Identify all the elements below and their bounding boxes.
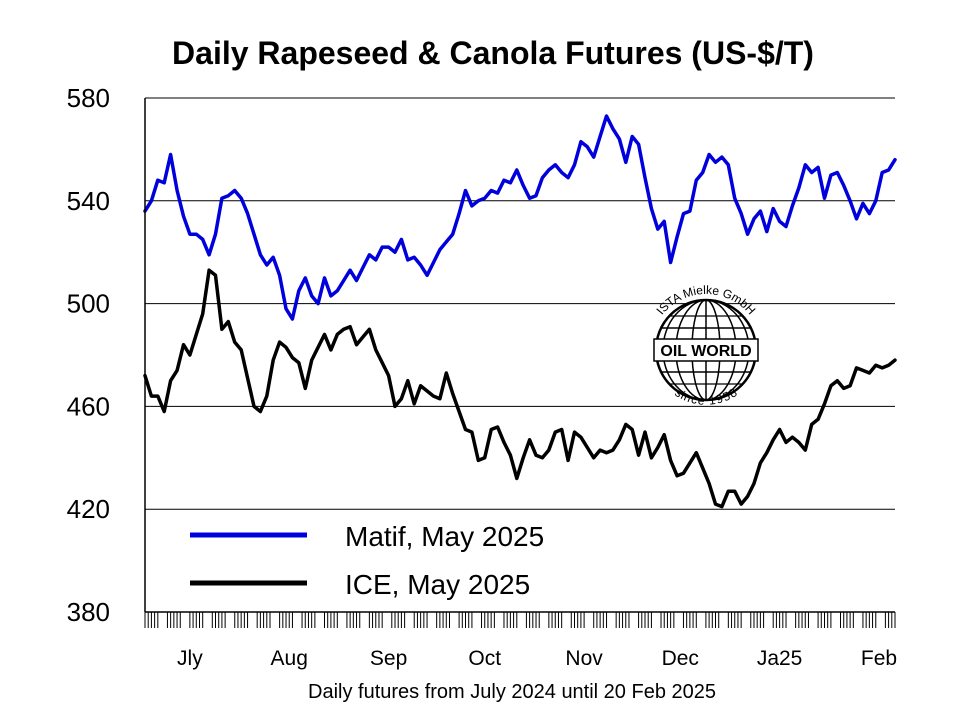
chart-title: Daily Rapeseed & Canola Futures (US-$/T) — [172, 35, 814, 71]
x-axis-tick-labels: Jly Aug Sep Oct Nov Dec Ja25 Feb — [177, 647, 897, 670]
x-tick-label: Jly — [177, 647, 203, 670]
x-tick-label: Feb — [861, 647, 897, 670]
x-axis-label: Daily futures from July 2024 until 20 Fe… — [308, 681, 716, 703]
series-line-0 — [143, 114, 897, 321]
x-tick-label: Ja25 — [757, 647, 803, 670]
x-tick-label: Aug — [271, 647, 308, 670]
legend-label-matif: Matif, May 2025 — [345, 521, 544, 552]
legend: Matif, May 2025 ICE, May 2025 — [190, 521, 544, 600]
logo-bottom-text: since 1958 — [672, 385, 739, 408]
x-tick-label: Oct — [468, 647, 501, 670]
x-tick-label: Dec — [662, 647, 699, 670]
globe-icon — [653, 298, 759, 402]
y-tick-label: 540 — [67, 186, 110, 216]
x-tick-label: Sep — [370, 647, 407, 670]
gridlines — [145, 97, 895, 510]
y-tick-label: 460 — [67, 391, 110, 421]
legend-label-ice: ICE, May 2025 — [345, 569, 530, 600]
x-axis-minor-ticks — [144, 612, 896, 628]
series-line-1 — [143, 268, 897, 509]
x-tick-label: Nov — [565, 647, 603, 670]
y-tick-label: 580 — [67, 83, 110, 113]
series-lines — [143, 114, 897, 509]
y-tick-label: 500 — [67, 289, 110, 319]
y-tick-label: 420 — [67, 494, 110, 524]
y-tick-label: 380 — [67, 597, 110, 627]
oil-world-logo: OIL WORLD ISTA Mielke GmbH since 1958 — [653, 283, 759, 408]
y-axis-ticks: 380 420 460 500 540 580 — [67, 83, 110, 627]
logo-center-text: OIL WORLD — [660, 343, 751, 360]
